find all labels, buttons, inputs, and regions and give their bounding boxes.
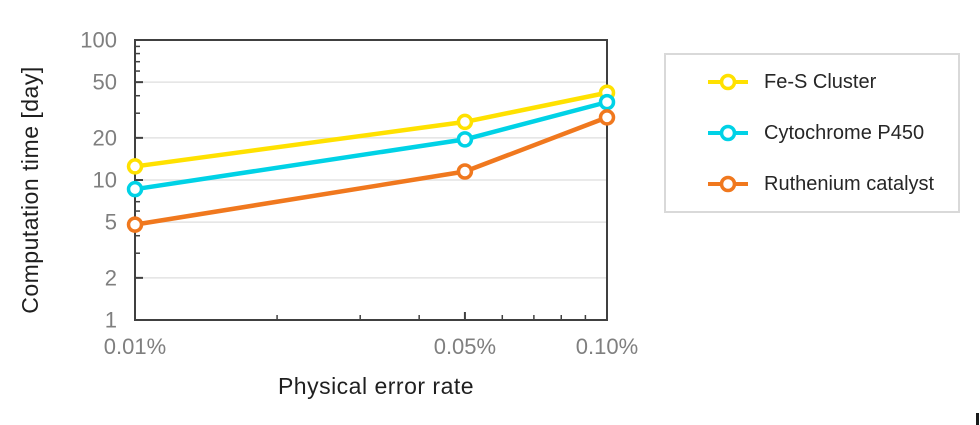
legend: Fe-S Cluster Cytochrome P450 Ruthenium c… [664, 53, 960, 213]
y-tick-label: 10 [93, 168, 117, 193]
data-point-marker [456, 163, 474, 180]
legend-item-ruthenium-catalyst: Ruthenium catalyst [706, 172, 958, 196]
data-point-marker [598, 109, 616, 126]
axis-tick-labels: 1 2 5 10 20 50 100 0.01% 0.05% 0.10% [80, 28, 638, 360]
data-point-marker [126, 180, 144, 198]
x-tick-label: 0.05% [434, 334, 496, 359]
x-tick-label: 0.10% [576, 334, 638, 359]
line-marker-icon [708, 73, 748, 91]
y-tick-label: 50 [93, 70, 117, 95]
gridlines [135, 81, 607, 279]
y-tick-label: 20 [93, 125, 117, 150]
legend-label: Cytochrome P450 [764, 121, 925, 144]
data-point-marker [126, 158, 144, 175]
data-point-marker [456, 131, 474, 148]
x-axis-title: Physical error rate [277, 373, 475, 399]
legend-item-cytochrome-p450: Cytochrome P450 [706, 121, 958, 145]
line-marker-icon [708, 175, 748, 193]
y-tick-label: 100 [80, 28, 117, 53]
legend-label: Ruthenium catalyst [764, 172, 935, 195]
data-point-marker [126, 216, 144, 233]
y-axis-title: Computation time [day] [17, 66, 43, 314]
x-tick-label: 0.01% [104, 334, 166, 359]
legend-item-fe-s-cluster: Fe-S Cluster [706, 70, 958, 94]
data-series [126, 84, 616, 233]
legend-label: Fe-S Cluster [764, 70, 877, 93]
line-marker-icon [708, 124, 748, 142]
data-point-marker [598, 93, 616, 111]
y-tick-label: 2 [105, 265, 117, 290]
y-tick-label: 5 [105, 210, 117, 235]
data-point-marker [456, 113, 474, 131]
screen-edge-artifact [976, 413, 979, 425]
y-tick-label: 1 [105, 308, 117, 333]
